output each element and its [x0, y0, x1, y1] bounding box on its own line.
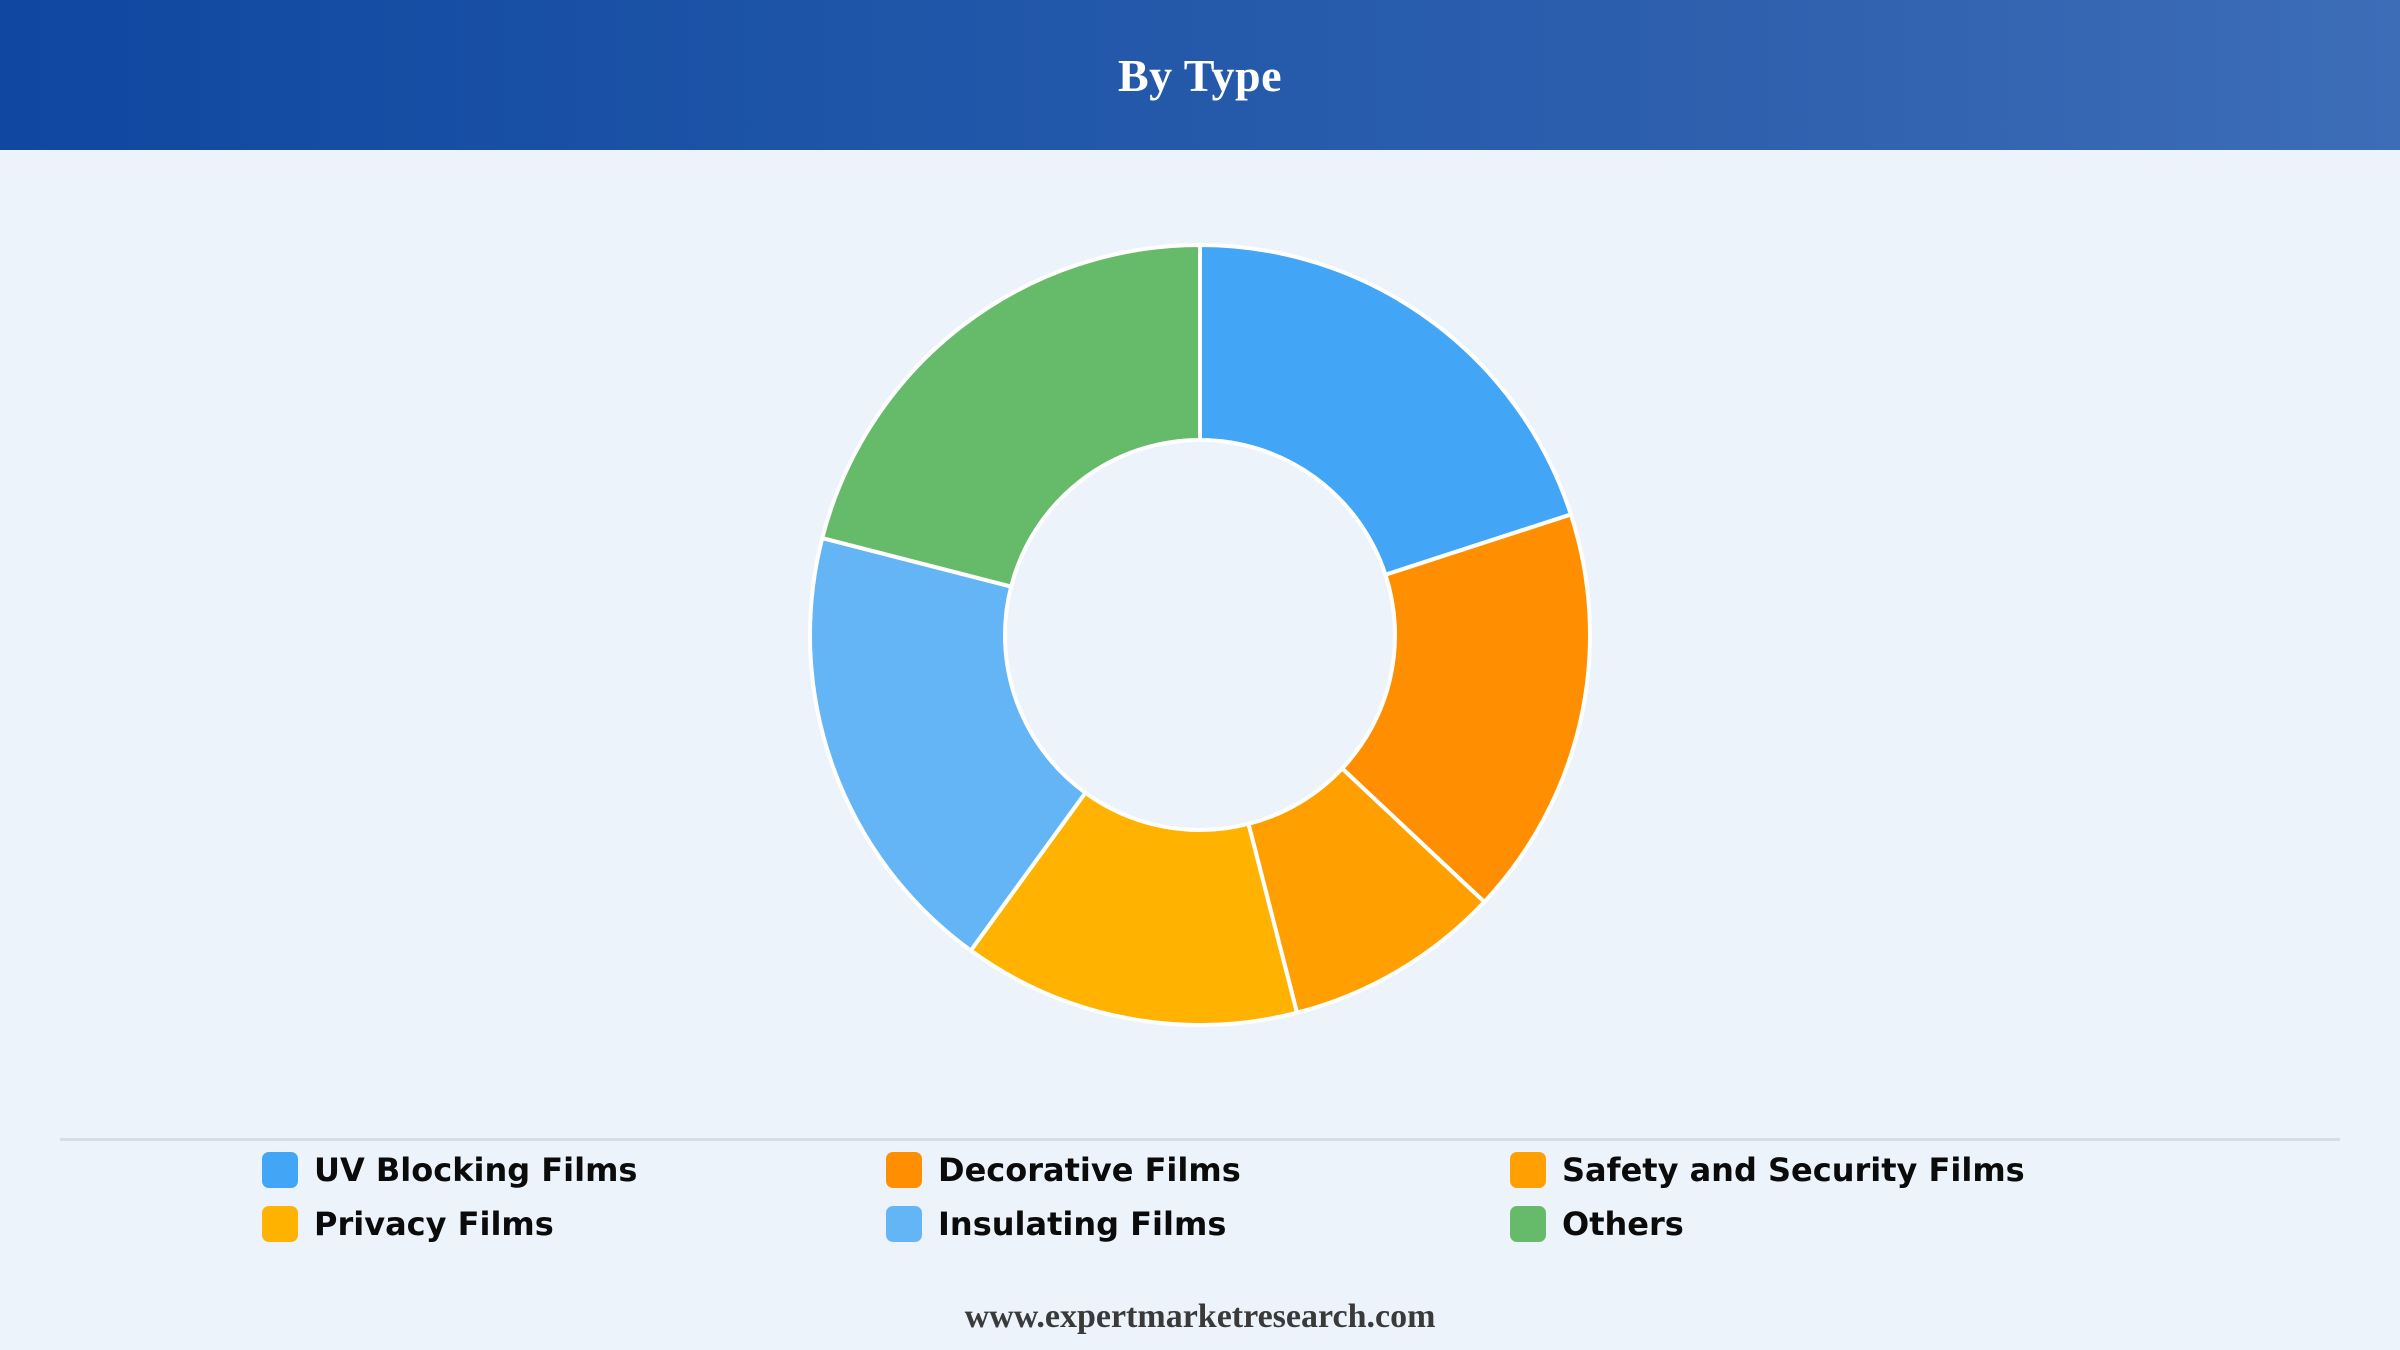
source-footer: www.expertmarketresearch.com — [964, 1298, 1436, 1335]
donut-slice-privacy-films[interactable] — [967, 789, 1300, 1027]
legend-swatch — [886, 1206, 922, 1242]
legend-label: UV Blocking Films — [314, 1151, 638, 1189]
legend-label: Insulating Films — [938, 1205, 1227, 1243]
legend-label: Privacy Films — [314, 1205, 554, 1243]
donut-slice-insulating-films[interactable] — [808, 535, 1089, 954]
donut-slice-uv-blocking-films[interactable] — [1198, 242, 1574, 578]
chart-area — [0, 150, 2400, 1140]
legend-swatch — [1510, 1152, 1546, 1188]
legend-swatch — [1510, 1206, 1546, 1242]
legend-swatch — [262, 1152, 298, 1188]
chart-header: By Type — [0, 0, 2400, 150]
legend-swatch — [262, 1206, 298, 1242]
legend-label: Others — [1562, 1205, 1684, 1243]
legend-label: Safety and Security Films — [1562, 1151, 2025, 1189]
donut-chart — [808, 242, 1592, 1027]
legend-label: Decorative Films — [938, 1151, 1241, 1189]
chart-title: By Type — [1117, 49, 1283, 101]
legend-divider — [60, 1138, 2340, 1141]
legend-item-decorative-films[interactable]: Decorative Films — [886, 1150, 1510, 1190]
legend-item-insulating-films[interactable]: Insulating Films — [886, 1204, 1510, 1244]
legend: UV Blocking Films Decorative Films Safet… — [262, 1150, 2162, 1244]
legend-item-safety-and-security-films[interactable]: Safety and Security Films — [1510, 1150, 2134, 1190]
legend-item-privacy-films[interactable]: Privacy Films — [262, 1204, 886, 1244]
legend-item-uv-blocking-films[interactable]: UV Blocking Films — [262, 1150, 886, 1190]
donut-slice-decorative-films[interactable] — [1339, 511, 1592, 905]
legend-swatch — [886, 1152, 922, 1188]
donut-slice-others[interactable] — [819, 242, 1202, 589]
legend-item-others[interactable]: Others — [1510, 1204, 2134, 1244]
